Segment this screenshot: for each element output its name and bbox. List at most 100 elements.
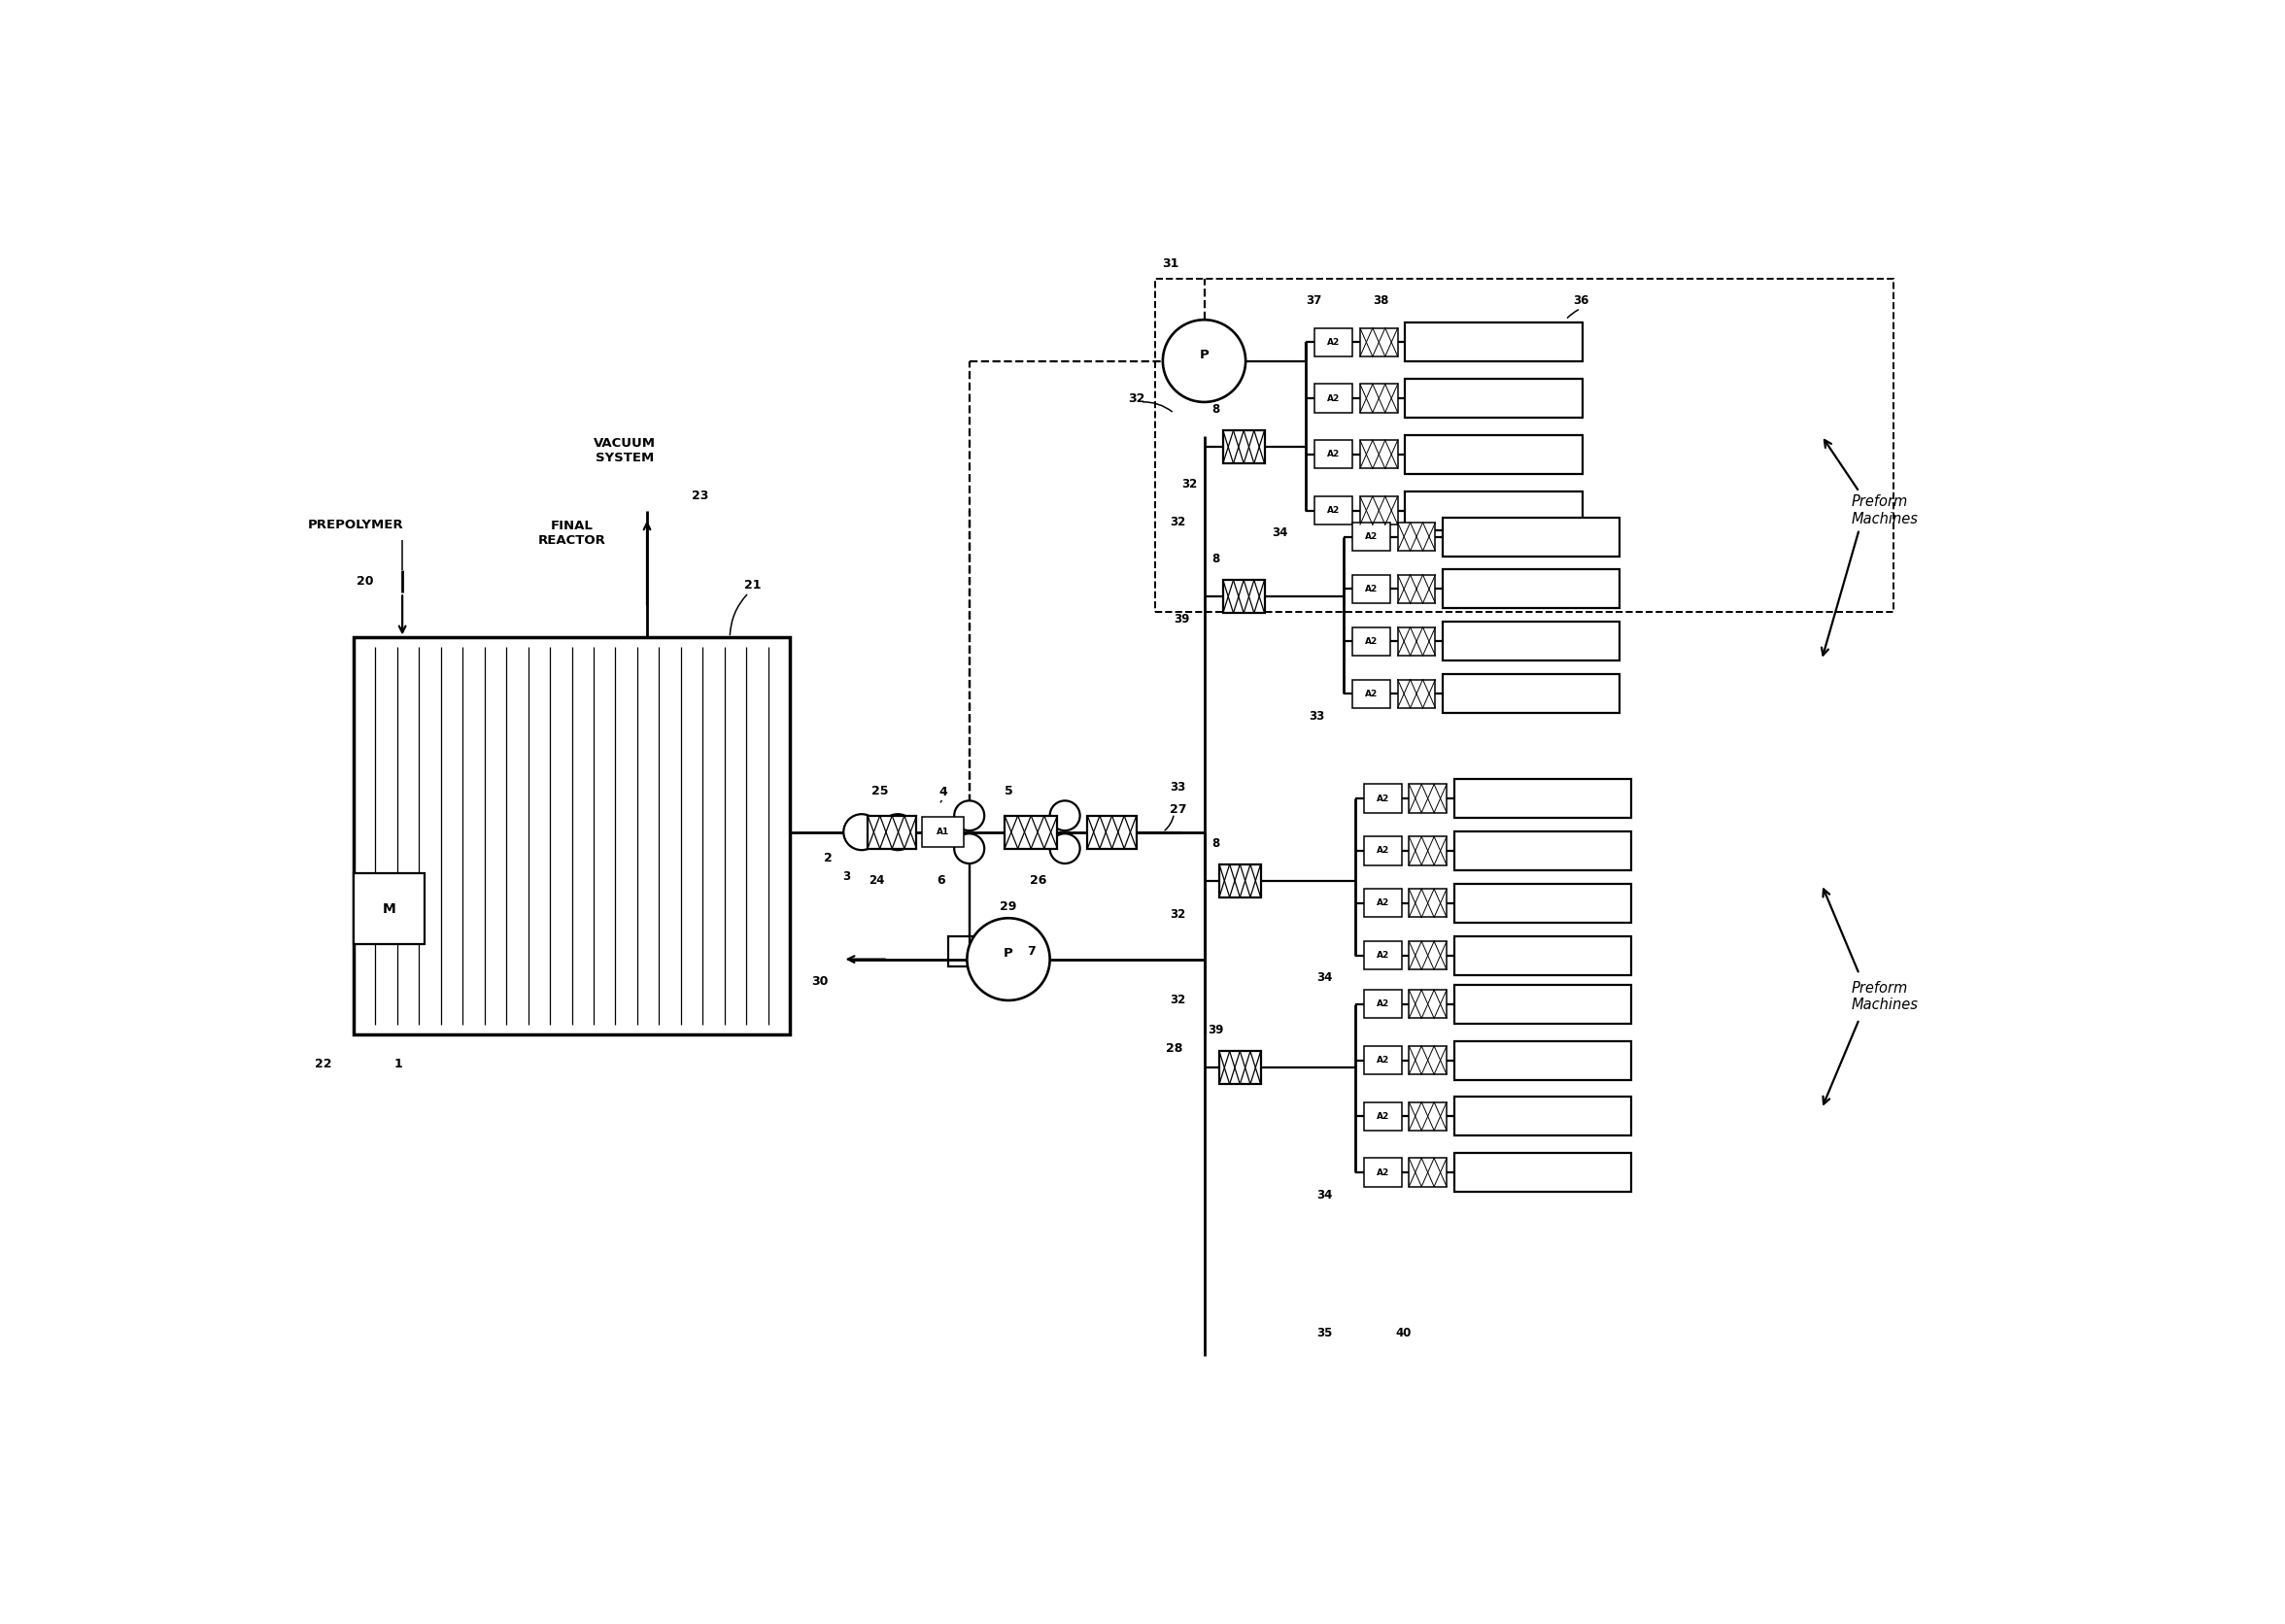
Text: 32: 32 (1170, 994, 1186, 1007)
Text: VACUUM
SYSTEM: VACUUM SYSTEM (594, 437, 656, 464)
Text: 30: 30 (811, 976, 829, 987)
Bar (1220, 1051, 1261, 1085)
Bar (1364, 1158, 1401, 1187)
Text: FINAL
REACTOR: FINAL REACTOR (537, 520, 606, 547)
Bar (1314, 497, 1353, 525)
Text: 21: 21 (745, 580, 761, 591)
Bar (1222, 430, 1264, 463)
Text: 37: 37 (1305, 296, 1321, 307)
Text: 24: 24 (868, 874, 884, 887)
Bar (1353, 679, 1389, 708)
Bar (1453, 883, 1631, 922)
Text: A2: A2 (1328, 395, 1339, 403)
Text: M: M (382, 901, 395, 916)
Text: 1: 1 (395, 1057, 402, 1070)
Bar (1364, 836, 1401, 866)
Bar (1453, 1153, 1631, 1192)
Bar (1314, 328, 1353, 356)
Text: A2: A2 (1364, 689, 1378, 698)
Text: A1: A1 (937, 828, 948, 836)
Bar (1410, 1103, 1446, 1130)
Text: 32: 32 (1170, 515, 1186, 528)
Circle shape (1049, 801, 1081, 830)
Text: 38: 38 (1373, 296, 1389, 307)
Circle shape (1163, 320, 1245, 403)
Text: 8: 8 (1211, 552, 1220, 565)
Text: P: P (1003, 947, 1012, 960)
Bar (1410, 888, 1446, 918)
Bar (1398, 679, 1435, 708)
Bar (921, 817, 964, 848)
Circle shape (955, 833, 985, 864)
Text: 7: 7 (1026, 945, 1035, 958)
Bar (1410, 784, 1446, 812)
Bar (1442, 674, 1620, 713)
Text: 32: 32 (1129, 391, 1145, 404)
Text: 8: 8 (1211, 836, 1220, 849)
Text: 25: 25 (873, 784, 889, 797)
Circle shape (1049, 833, 1081, 864)
Bar (1453, 780, 1631, 818)
Text: Preform
Machines: Preform Machines (1851, 981, 1919, 1012)
Bar (1398, 523, 1435, 551)
Text: A2: A2 (1376, 898, 1389, 908)
Text: 39: 39 (1206, 1025, 1222, 1036)
Text: 5: 5 (1003, 784, 1012, 797)
Text: PREPOLYMER: PREPOLYMER (308, 520, 404, 531)
Text: 23: 23 (692, 489, 708, 502)
Bar (1410, 1046, 1446, 1075)
Bar (1364, 888, 1401, 918)
Text: A2: A2 (1376, 1000, 1389, 1009)
Text: 34: 34 (1270, 526, 1286, 539)
Text: 33: 33 (1309, 710, 1325, 723)
Text: 2: 2 (823, 853, 832, 864)
Bar (1088, 815, 1136, 849)
Text: 31: 31 (1161, 257, 1179, 270)
Bar (1405, 323, 1581, 362)
Text: A2: A2 (1328, 338, 1339, 346)
Text: A2: A2 (1364, 533, 1378, 541)
Bar (1453, 1041, 1631, 1080)
Text: 32: 32 (1181, 477, 1197, 490)
Text: 39: 39 (1174, 612, 1190, 625)
Bar (948, 937, 989, 966)
Bar (1360, 440, 1398, 469)
Bar (1360, 497, 1398, 525)
Circle shape (955, 801, 985, 830)
Text: 27: 27 (1170, 804, 1186, 815)
Bar (1364, 991, 1401, 1018)
Bar (1360, 385, 1398, 412)
Bar (1410, 1158, 1446, 1187)
Text: A2: A2 (1376, 952, 1389, 960)
Bar (1453, 1096, 1631, 1135)
Text: 6: 6 (937, 874, 946, 887)
Bar (868, 815, 916, 849)
Bar (1353, 523, 1389, 551)
Text: 4: 4 (939, 786, 948, 799)
Bar (1453, 935, 1631, 974)
Text: 20: 20 (356, 575, 372, 588)
Text: 36: 36 (1572, 296, 1588, 307)
Bar (1453, 831, 1631, 870)
Bar (1453, 984, 1631, 1023)
Bar (1156, 279, 1892, 612)
Bar (1364, 1046, 1401, 1075)
Text: 33: 33 (1170, 781, 1186, 794)
Bar (1314, 385, 1353, 412)
Bar (1405, 378, 1581, 417)
Text: A2: A2 (1376, 1056, 1389, 1065)
Text: 34: 34 (1316, 1189, 1332, 1202)
Text: 40: 40 (1396, 1327, 1412, 1340)
Text: A2: A2 (1328, 450, 1339, 458)
Bar (1222, 580, 1264, 612)
Bar (354, 874, 425, 944)
Bar (1442, 622, 1620, 661)
Text: 35: 35 (1316, 1327, 1332, 1340)
Text: A2: A2 (1376, 794, 1389, 802)
Bar (1405, 435, 1581, 474)
Text: 32: 32 (1170, 908, 1186, 921)
Text: 29: 29 (1001, 901, 1017, 913)
Bar (1405, 490, 1581, 529)
Circle shape (843, 814, 880, 849)
Bar (1410, 991, 1446, 1018)
